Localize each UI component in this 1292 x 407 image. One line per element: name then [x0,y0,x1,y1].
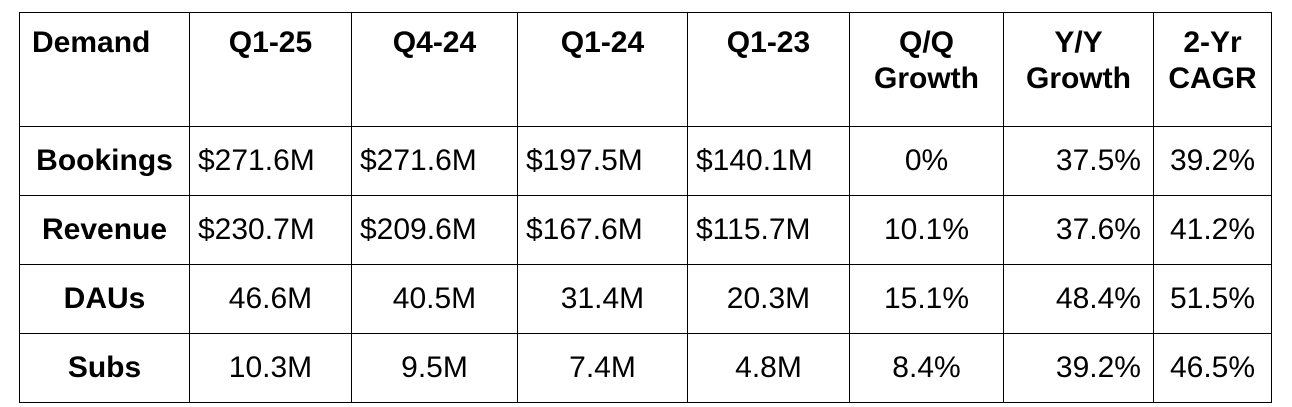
row-label: Subs [19,333,190,403]
header-q1-25: Q1-25 [189,12,352,127]
header-row: Demand Q1-25 Q4-24 Q1-24 Q1-23 Q/Q Growt… [19,12,1272,127]
row-label: Revenue [19,195,190,265]
cell-yy-growth: 48.4% [1003,264,1154,334]
header-qq-line2: Growth [874,62,979,95]
cell-q1-25: 46.6M [189,264,352,334]
cell-qq-growth: 0% [849,126,1004,196]
header-yy-line2: Growth [1026,62,1131,95]
header-cagr-line2: CAGR [1168,62,1257,95]
header-q1-23: Q1-23 [687,12,850,127]
cell-qq-growth: 8.4% [849,333,1004,403]
cell-q1-25: $230.7M [189,195,352,265]
table-row: Bookings $271.6M $271.6M $197.5M $140.1M… [19,126,1272,196]
table-row: DAUs 46.6M 40.5M 31.4M 20.3M 15.1% 48.4%… [19,264,1272,334]
cell-qq-growth: 10.1% [849,195,1004,265]
header-q1-25-label: Q1-25 [228,26,313,59]
cell-q1-25: 10.3M [189,333,352,403]
cell-q1-23: 20.3M [687,264,850,334]
header-qq-growth: Q/Q Growth [849,12,1004,127]
header-q1-23-label: Q1-23 [726,26,811,59]
cell-q1-23: 4.8M [687,333,850,403]
cell-q1-24: $167.6M [517,195,688,265]
cell-yy-growth: 37.5% [1003,126,1154,196]
cell-yy-growth: 39.2% [1003,333,1154,403]
cell-2yr-cagr: 39.2% [1153,126,1272,196]
cell-q4-24: $209.6M [351,195,518,265]
demand-table: Demand Q1-25 Q4-24 Q1-24 Q1-23 Q/Q Growt… [19,12,1272,403]
cell-q1-23: $115.7M [687,195,850,265]
cell-q1-25: $271.6M [189,126,352,196]
header-qq-line1: Q/Q [898,26,954,59]
cell-2yr-cagr: 41.2% [1153,195,1272,265]
cell-2yr-cagr: 51.5% [1153,264,1272,334]
cell-q4-24: 9.5M [351,333,518,403]
cell-2yr-cagr: 46.5% [1153,333,1272,403]
cell-q1-24: 31.4M [517,264,688,334]
header-demand-label: Demand [32,26,151,59]
demand-table-container: Demand Q1-25 Q4-24 Q1-24 Q1-23 Q/Q Growt… [19,12,1272,403]
header-2yr-cagr: 2-Yr CAGR [1153,12,1272,127]
header-q1-24-label: Q1-24 [560,26,645,59]
cell-yy-growth: 37.6% [1003,195,1154,265]
cell-qq-growth: 15.1% [849,264,1004,334]
cell-q1-24: $197.5M [517,126,688,196]
cell-q4-24: 40.5M [351,264,518,334]
cell-q1-24: 7.4M [517,333,688,403]
header-q4-24-label: Q4-24 [392,26,477,59]
header-yy-line1: Y/Y [1054,26,1103,59]
cell-q1-23: $140.1M [687,126,850,196]
header-q1-24: Q1-24 [517,12,688,127]
header-q4-24: Q4-24 [351,12,518,127]
header-yy-growth: Y/Y Growth [1003,12,1154,127]
row-label: DAUs [19,264,190,334]
table-row: Subs 10.3M 9.5M 7.4M 4.8M 8.4% 39.2% 46.… [19,333,1272,403]
header-demand: Demand [19,12,190,127]
header-cagr-line1: 2-Yr [1183,26,1242,59]
table-row: Revenue $230.7M $209.6M $167.6M $115.7M … [19,195,1272,265]
cell-q4-24: $271.6M [351,126,518,196]
row-label: Bookings [19,126,190,196]
